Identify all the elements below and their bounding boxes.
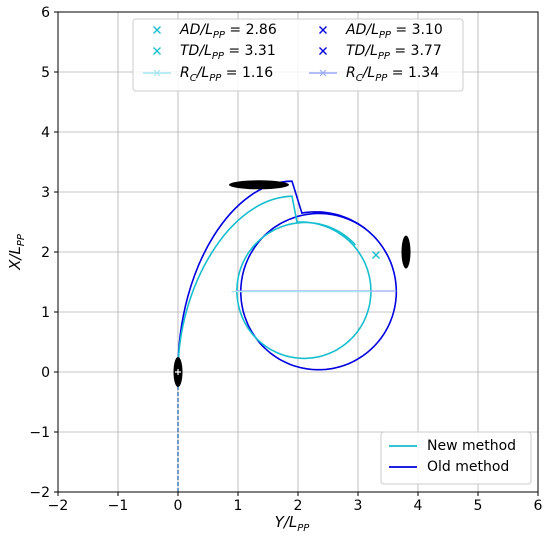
- y-tick-label: 3: [41, 185, 50, 201]
- legend-top-label: AD/LPP = 2.86: [179, 22, 277, 41]
- y-tick-label: 6: [41, 5, 50, 21]
- legend-top-label: RC/LPP = 1.16: [180, 65, 273, 84]
- legend-top-marker: [153, 69, 161, 77]
- origin-marker: [175, 369, 181, 375]
- x-tick-label: 2: [294, 498, 303, 514]
- legend-top-marker: [319, 26, 327, 34]
- legend-bottom-box: [380, 431, 532, 485]
- ship-position-marker: [229, 180, 289, 190]
- y-axis-label: X/LPP: [6, 233, 27, 271]
- legend-top-marker: [319, 69, 327, 77]
- x-tick-label: 0: [174, 498, 183, 514]
- y-tick-label: 2: [41, 245, 50, 261]
- x-axis-label: Y/LPP: [275, 513, 311, 534]
- legend-top: AD/LPP = 2.86 AD/LPP = 3.10 TD/LPP = 3.31 T…: [132, 18, 464, 92]
- old-method-trajectory: [177, 180, 398, 373]
- legend-top-marker: [319, 47, 327, 55]
- y-tick-label: −2: [29, 485, 50, 501]
- legend-bottom-label: Old method: [427, 459, 509, 475]
- x-tick-label: 4: [414, 498, 423, 514]
- legend-top-label: AD/LPP = 3.10: [345, 22, 443, 41]
- advance-new-marker: [372, 251, 380, 259]
- y-tick-label: −1: [29, 425, 50, 441]
- x-tick-label: −2: [48, 498, 69, 514]
- legend-top-box: [132, 18, 464, 92]
- y-axis-label-group: X/LPP: [6, 233, 27, 271]
- legend-bottom: New method Old method: [380, 431, 532, 485]
- legend-top-marker: [153, 47, 161, 55]
- legend-top-marker: [153, 26, 161, 34]
- y-tick-label: 4: [41, 125, 50, 141]
- legend-bottom-label: New method: [427, 438, 516, 454]
- ship-position-marker: [401, 235, 411, 269]
- ticks: −2 −1 0 1 2 3 4 5 6 −2 −1 0 1 2 3 4 5 6: [29, 5, 542, 514]
- series-layer: [177, 180, 398, 492]
- legend-top-label: TD/LPP = 3.31: [180, 43, 276, 62]
- new-method-trajectory: [177, 195, 372, 373]
- marker-layer: [173, 180, 411, 387]
- x-tick-label: 5: [474, 498, 483, 514]
- legend-top-label: TD/LPP = 3.77: [346, 43, 442, 62]
- x-tick-label: −1: [108, 498, 129, 514]
- y-tick-label: 0: [41, 365, 50, 381]
- x-tick-label: 6: [534, 498, 543, 514]
- x-tick-label: 3: [354, 498, 363, 514]
- y-tick-label: 1: [41, 305, 50, 321]
- legend-top-label: RC/LPP = 1.34: [346, 65, 439, 84]
- y-tick-label: 5: [41, 65, 50, 81]
- x-tick-label: 1: [234, 498, 243, 514]
